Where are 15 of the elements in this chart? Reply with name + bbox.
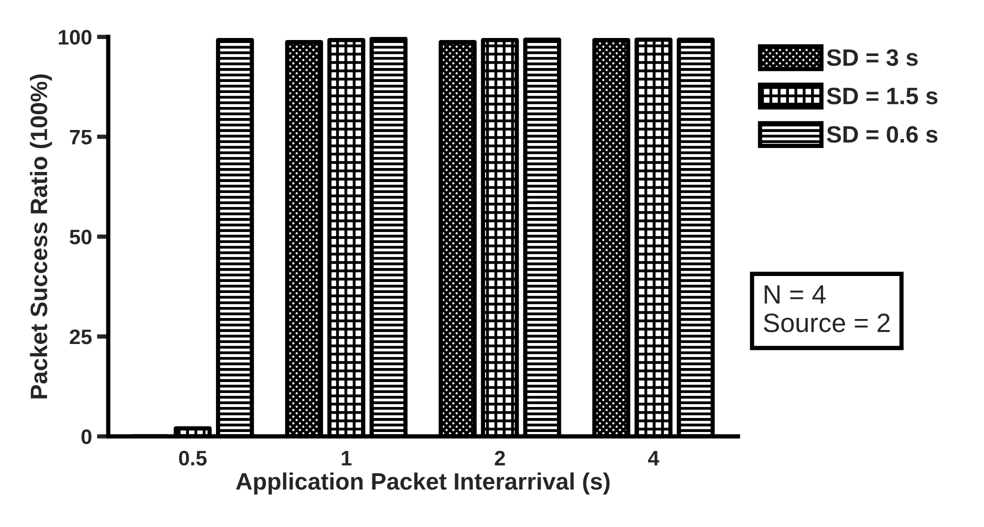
x-tick-label: 0.5 [179, 450, 207, 466]
x-tick-label: 4 [648, 451, 660, 466]
y-tick-label: 25 [70, 329, 92, 344]
x-tick-label: 2 [494, 450, 505, 466]
legend-label: SD = 1.5 s [826, 88, 938, 104]
x-tick-label: 1 [342, 451, 352, 466]
text: N = 4 Source = 2 [764, 285, 890, 332]
legend-label: SD = 3 s [826, 49, 918, 66]
y-tick-label: 100 [58, 30, 92, 45]
legend-label: SD = 0.6 s [826, 126, 938, 143]
y-tick-label: 75 [70, 130, 92, 145]
x-axis-title: Application Packet Interarrival (s) [236, 472, 610, 494]
y-tick-label: 50 [70, 230, 92, 244]
y-tick-label: 0 [82, 429, 92, 444]
y-axis-title: Packet Success Ratio (100%) [30, 74, 52, 398]
